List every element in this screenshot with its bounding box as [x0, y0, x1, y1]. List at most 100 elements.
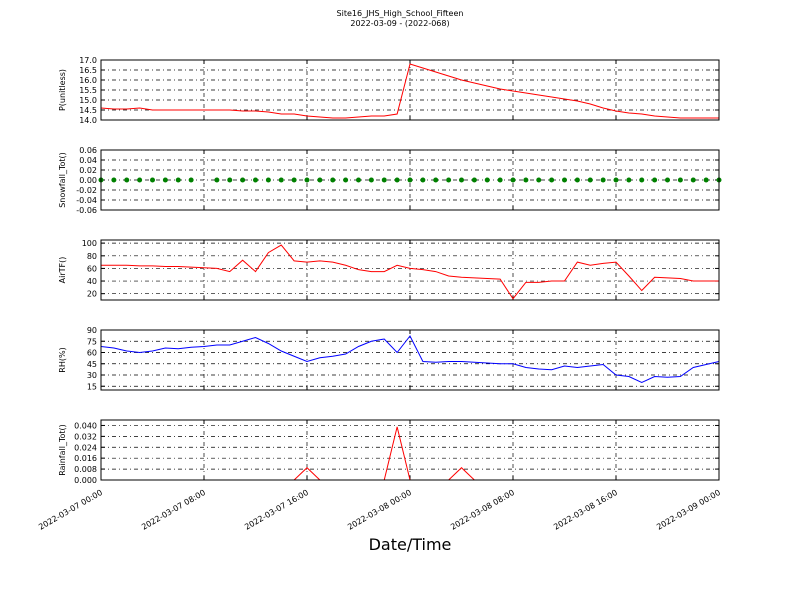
data-point — [240, 177, 246, 183]
data-point — [227, 177, 233, 183]
chart-subtitle: 2022-03-09 - (2022-068) — [350, 19, 449, 28]
data-point — [330, 177, 336, 183]
plot-frame — [100, 239, 720, 301]
y-tick-label: 60 — [87, 264, 97, 273]
data-point — [703, 177, 709, 183]
data-point — [111, 177, 117, 183]
data-point — [381, 177, 387, 183]
y-axis-label: P(unitless) — [58, 69, 67, 111]
plot-frame — [100, 329, 720, 391]
y-tick-label: 75 — [87, 337, 97, 346]
data-point — [536, 177, 542, 183]
data-point — [626, 177, 632, 183]
data-point — [600, 177, 606, 183]
y-tick-label: 0.000 — [74, 476, 97, 485]
data-point — [587, 177, 593, 183]
data-point — [652, 177, 658, 183]
plot-frame — [100, 419, 720, 481]
data-point — [278, 177, 284, 183]
y-tick-label: 0.040 — [74, 421, 97, 430]
data-point — [175, 177, 181, 183]
y-axis-label: AirTF() — [58, 257, 67, 284]
data-point — [317, 177, 323, 183]
data-line — [100, 63, 719, 119]
y-tick-label: 30 — [87, 371, 97, 380]
y-tick-label: 0.04 — [79, 156, 97, 165]
data-point — [446, 177, 452, 183]
y-tick-label: 80 — [87, 252, 97, 261]
y-tick-label: 20 — [87, 290, 97, 299]
data-point — [368, 177, 374, 183]
plot-frame — [100, 59, 720, 121]
data-point — [665, 177, 670, 183]
data-point — [162, 177, 168, 183]
x-tick-label: 2022-03-07 16:00 — [243, 488, 310, 532]
y-tick-label: 14.0 — [79, 116, 97, 125]
y-tick-label: 0.016 — [74, 454, 97, 463]
y-tick-label: 40 — [87, 277, 97, 286]
x-tick-label: 2022-03-08 00:00 — [346, 488, 413, 532]
data-point — [343, 177, 349, 183]
y-tick-label: -0.04 — [76, 196, 97, 205]
x-tick-label: 2022-03-08 16:00 — [552, 488, 619, 532]
data-point — [150, 177, 155, 183]
y-tick-label: 16.0 — [79, 76, 97, 85]
data-point — [433, 177, 439, 183]
y-axis-label: Snowfall_Tot() — [58, 152, 67, 208]
y-tick-label: 0.008 — [74, 465, 97, 474]
y-tick-label: 0.024 — [74, 443, 97, 452]
y-tick-label: 100 — [82, 239, 97, 248]
data-point — [690, 177, 696, 183]
data-point — [510, 177, 516, 183]
y-tick-label: -0.06 — [76, 206, 97, 215]
data-point — [677, 177, 683, 183]
data-point — [471, 177, 477, 183]
y-tick-label: 14.5 — [79, 106, 97, 115]
y-tick-label: 0.032 — [74, 432, 97, 441]
data-point — [253, 177, 258, 183]
y-tick-label: 90 — [87, 326, 97, 335]
data-line — [100, 335, 720, 384]
data-point — [549, 177, 555, 183]
data-point — [356, 177, 361, 183]
y-tick-label: 17.0 — [79, 56, 97, 65]
data-point — [214, 177, 220, 183]
y-tick-label: 0.06 — [79, 146, 97, 155]
y-tick-label: 45 — [87, 360, 97, 369]
y-tick-label: 0.02 — [79, 166, 97, 175]
data-point — [137, 177, 143, 183]
data-line — [101, 244, 719, 300]
y-tick-label: 15.5 — [79, 86, 97, 95]
data-point — [407, 177, 413, 183]
data-point — [124, 177, 130, 183]
x-tick-label: 2022-03-08 08:00 — [449, 488, 516, 532]
x-tick-label: 2022-03-07 08:00 — [140, 488, 207, 532]
data-point — [304, 177, 310, 183]
data-point — [291, 177, 297, 183]
data-point — [523, 177, 529, 183]
data-point — [613, 177, 619, 183]
x-tick-label: 2022-03-09 00:00 — [655, 488, 722, 532]
y-tick-label: 0.00 — [79, 176, 97, 185]
data-point — [265, 177, 271, 183]
data-point — [420, 177, 426, 183]
data-point — [562, 177, 567, 183]
plot-frame — [100, 149, 720, 211]
data-point — [188, 177, 194, 183]
y-tick-label: 15.0 — [79, 96, 97, 105]
y-tick-label: 15 — [87, 382, 97, 391]
y-tick-label: 16.5 — [79, 66, 97, 75]
data-point — [497, 177, 503, 183]
data-point — [639, 177, 645, 183]
y-tick-label: 60 — [87, 349, 97, 358]
data-point — [484, 177, 490, 183]
x-axis-label: Date/Time — [369, 535, 452, 554]
y-tick-label: -0.02 — [76, 186, 97, 195]
data-point — [574, 177, 580, 183]
y-axis-label: Rainfall_Tot() — [58, 424, 67, 476]
chart-title: Site16_JHS_High_School_Fifteen — [337, 9, 464, 18]
data-point — [459, 177, 464, 183]
y-axis-label: RH(%) — [58, 347, 67, 372]
x-tick-label: 2022-03-07 00:00 — [37, 488, 104, 532]
